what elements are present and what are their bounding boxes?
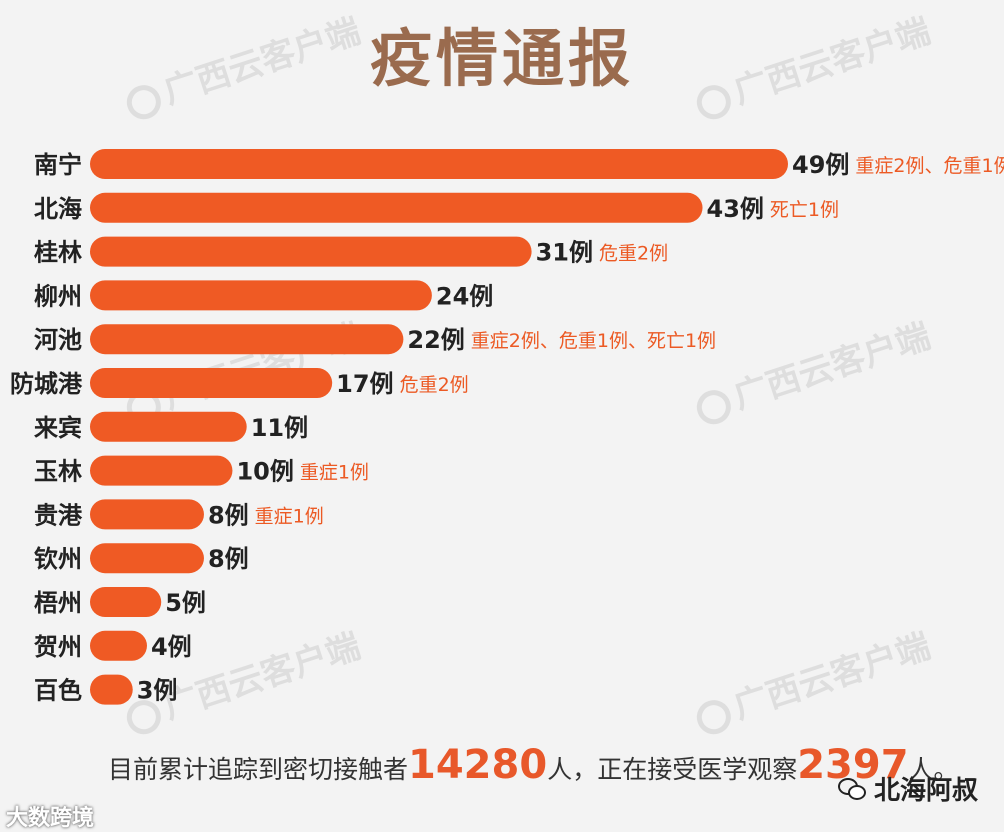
value-label: 17例 <box>336 370 393 398</box>
bar <box>90 499 204 530</box>
value-label: 8例 <box>208 545 249 573</box>
category-label: 玉林 <box>34 458 82 486</box>
value-label: 22例 <box>407 326 464 354</box>
page-title: 疫情通报 <box>369 22 634 95</box>
signature-right: 北海阿叔 <box>838 770 978 807</box>
bar <box>90 674 133 705</box>
bar <box>90 149 788 179</box>
value-label: 31例 <box>536 239 593 267</box>
category-label: 钦州 <box>34 545 82 573</box>
bar <box>90 236 532 267</box>
footer-text-after: 人。 <box>908 755 959 784</box>
bar <box>90 368 333 398</box>
bar-note: 死亡1例 <box>770 199 839 221</box>
category-label: 贵港 <box>34 501 83 529</box>
footer-summary: 目前累计追踪到密切接触者14280人，正在接受医学观察2397人。 <box>108 740 959 790</box>
value-label: 5例 <box>165 589 206 617</box>
bar <box>90 280 432 311</box>
category-label: 来宾 <box>34 414 82 442</box>
category-label: 柳州 <box>34 282 82 310</box>
value-label: 3例 <box>137 677 178 705</box>
bar-note: 重症2例、危重1例、死亡1例 <box>471 330 716 352</box>
bar-note: 危重2例 <box>400 374 469 396</box>
wechat-icon <box>838 777 866 800</box>
footer-text-before: 目前累计追踪到密切接触者 <box>108 755 409 784</box>
value-label: 4例 <box>151 633 192 661</box>
value-label: 49例 <box>792 151 849 179</box>
signature-left: 大数跨境 <box>6 806 95 831</box>
category-label: 贺州 <box>34 633 82 661</box>
bar-note: 重症2例、危重1例 <box>855 155 1004 177</box>
bar <box>90 455 233 486</box>
footer-text-middle: 人，正在接受医学观察 <box>547 755 798 784</box>
bar <box>90 587 162 617</box>
category-label: 防城港 <box>10 370 83 398</box>
bar-note: 重症1例 <box>300 462 369 484</box>
value-label: 11例 <box>251 414 308 442</box>
value-label: 43例 <box>707 195 764 223</box>
bar <box>90 411 247 442</box>
category-label: 河池 <box>34 326 82 354</box>
signature-right-text: 北海阿叔 <box>874 776 979 806</box>
contacts-count: 14280 <box>408 742 548 788</box>
category-label: 北海 <box>34 195 82 223</box>
bar <box>90 324 404 355</box>
bar <box>90 630 147 661</box>
category-label: 南宁 <box>34 151 82 179</box>
bar <box>90 543 204 574</box>
bar <box>90 192 703 223</box>
category-label: 桂林 <box>34 239 82 267</box>
value-label: 8例 <box>208 501 249 529</box>
value-label: 24例 <box>436 282 493 310</box>
bar-note: 重症1例 <box>255 505 324 527</box>
category-label: 梧州 <box>34 589 82 617</box>
value-label: 10例 <box>236 458 293 486</box>
bar-note: 危重2例 <box>599 243 668 265</box>
category-label: 百色 <box>34 677 82 705</box>
